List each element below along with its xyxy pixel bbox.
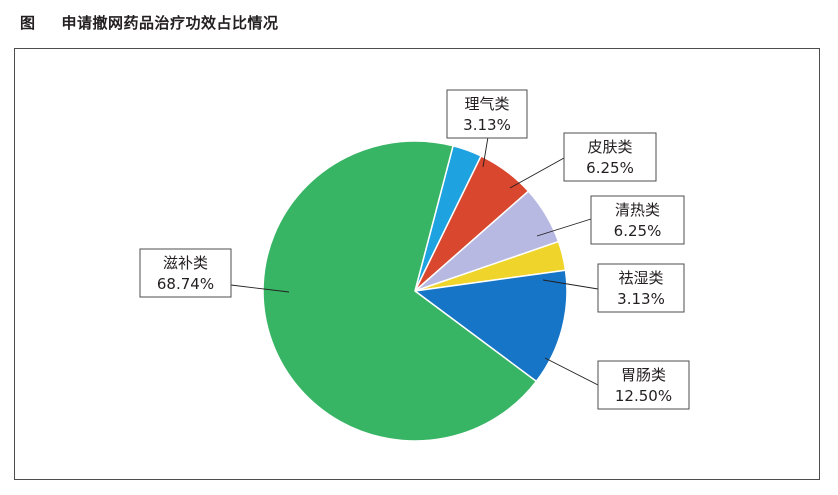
label-box <box>139 248 232 298</box>
figure-tag: 图 <box>20 14 36 32</box>
leader-line-5 <box>544 357 599 386</box>
slice-value: 68.74% <box>157 275 214 293</box>
slice-name: 清热类 <box>615 201 660 219</box>
pie-slice-6 <box>262 140 538 442</box>
slice-label-3: 清热类 6.25% <box>590 195 685 245</box>
label-box <box>590 195 685 245</box>
pie-slices <box>262 140 568 442</box>
slice-name: 皮肤类 <box>587 138 632 156</box>
slice-value: 12.50% <box>615 387 672 405</box>
label-box <box>446 89 528 139</box>
leader-line-3 <box>536 218 592 237</box>
label-box <box>597 360 690 410</box>
slice-value: 3.13% <box>463 116 511 134</box>
figure-title: 图 申请撤网药品治疗功效占比情况 <box>20 12 279 33</box>
leader-line-1 <box>482 136 489 168</box>
slice-label-5: 胃肠类 12.50% <box>597 360 690 410</box>
slice-labels: 理气类 3.13% 皮肤类 6.25% 清热类 6.25% 祛湿类 3.13% 胃肠类 12.50… <box>139 89 690 410</box>
slice-name: 滋补类 <box>163 254 208 272</box>
slice-value: 6.25% <box>614 222 662 240</box>
slice-label-1: 理气类 3.13% <box>446 89 528 139</box>
slice-value: 3.13% <box>617 290 665 308</box>
figure-caption: 申请撤网药品治疗功效占比情况 <box>61 14 279 32</box>
slice-label-6: 滋补类 68.74% <box>139 248 232 298</box>
slice-name: 胃肠类 <box>621 366 666 384</box>
label-box <box>563 132 657 182</box>
leader-lines <box>230 136 599 386</box>
slice-name: 祛湿类 <box>618 269 663 287</box>
leader-line-6 <box>230 284 290 293</box>
slice-value: 6.25% <box>586 159 634 177</box>
slice-label-4: 祛湿类 3.13% <box>597 263 685 313</box>
slice-name: 理气类 <box>464 95 509 113</box>
leader-line-4 <box>542 279 599 290</box>
slice-label-2: 皮肤类 6.25% <box>563 132 657 182</box>
pie-slice-5 <box>414 269 568 383</box>
leader-line-2 <box>509 157 565 189</box>
label-box <box>597 263 685 313</box>
chart-frame <box>14 48 820 480</box>
